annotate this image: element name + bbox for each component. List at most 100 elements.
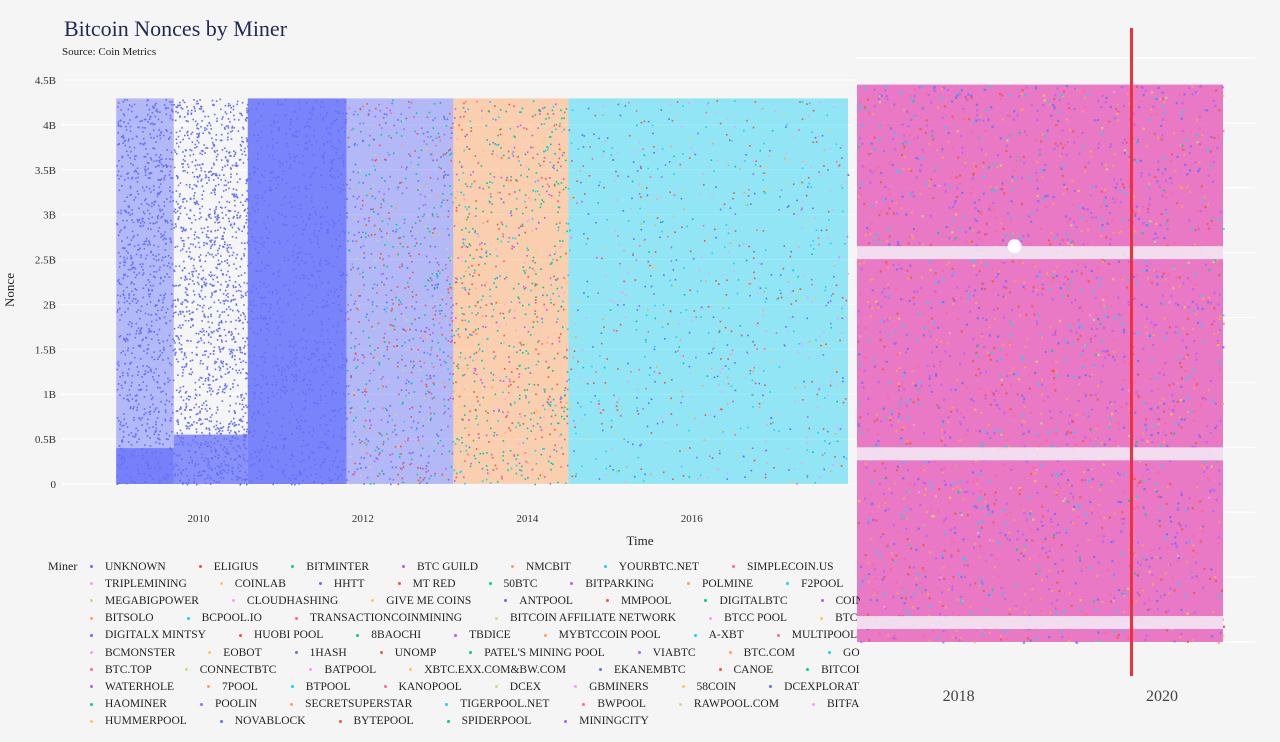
nonce-point: [232, 309, 234, 312]
nonce-point: [381, 220, 384, 223]
nonce-point: [242, 322, 244, 324]
nonce-point: [451, 320, 454, 322]
nonce-point: [404, 187, 407, 190]
nonce-point: [409, 396, 412, 399]
nonce-point: [253, 240, 256, 243]
nonce-point: [425, 465, 428, 467]
nonce-point: [432, 119, 434, 122]
nonce-point: [164, 419, 167, 422]
nonce-point: [263, 176, 265, 179]
nonce-point: [213, 350, 215, 352]
nonce-point: [265, 382, 268, 385]
nonce-point: [256, 168, 259, 170]
nonce-point: [268, 204, 271, 206]
nonce-point: [377, 447, 380, 450]
nonce-point: [135, 177, 137, 180]
nonce-point: [221, 430, 224, 432]
nonce-point: [559, 118, 562, 121]
nonce-point: [203, 244, 205, 247]
nonce-point: [343, 364, 346, 367]
nonce-point: [126, 257, 128, 260]
nonce-point: [212, 375, 214, 378]
nonce-point: [215, 100, 218, 102]
nonce-point: [547, 398, 550, 401]
nonce-point: [481, 117, 483, 119]
nonce-point: [427, 469, 430, 472]
nonce-point: [393, 124, 396, 127]
nonce-point: [478, 461, 481, 464]
nonce-point: [299, 471, 301, 474]
nonce-point: [431, 326, 434, 328]
nonce-point: [320, 174, 322, 176]
nonce-point: [437, 216, 439, 218]
nonce-point: [425, 183, 428, 185]
nonce-point: [325, 359, 327, 362]
nonce-point: [190, 133, 193, 135]
nonce-point: [357, 220, 360, 223]
nonce-point: [400, 468, 403, 471]
nonce-point: [244, 315, 246, 318]
nonce-point: [252, 318, 254, 320]
nonce-point: [207, 356, 210, 358]
nonce-point: [217, 252, 219, 255]
nonce-point: [147, 279, 150, 281]
nonce-point: [504, 398, 507, 400]
nonce-point: [153, 351, 155, 353]
nonce-point: [556, 259, 558, 262]
nonce-point: [163, 346, 165, 349]
nonce-point: [307, 358, 309, 360]
nonce-point: [244, 200, 247, 203]
nonce-point: [239, 178, 241, 180]
nonce-point: [189, 326, 192, 328]
nonce-point: [178, 342, 181, 344]
nonce-point: [189, 217, 191, 220]
nonce-point: [202, 362, 204, 365]
nonce-point: [253, 354, 256, 357]
nonce-point: [390, 460, 392, 463]
nonce-point: [203, 330, 205, 332]
nonce-point: [199, 337, 202, 340]
nonce-point: [553, 448, 555, 451]
nonce-point: [410, 382, 413, 385]
nonce-point: [215, 329, 218, 331]
nonce-point: [164, 409, 167, 412]
nonce-point: [232, 105, 235, 108]
nonce-point: [216, 249, 219, 252]
nonce-point: [169, 170, 172, 173]
nonce-point: [355, 240, 358, 243]
nonce-point: [419, 188, 421, 190]
nonce-point: [210, 217, 212, 219]
nonce-point: [184, 160, 186, 162]
nonce-point: [432, 127, 434, 129]
nonce-point: [470, 130, 473, 133]
nonce-point: [184, 287, 187, 289]
nonce-point: [358, 343, 361, 345]
nonce-point: [170, 419, 172, 422]
nonce-point: [416, 133, 419, 135]
nonce-point: [177, 423, 180, 426]
nonce-point: [135, 332, 137, 335]
nonce-point: [163, 234, 165, 236]
nonce-point: [168, 362, 171, 365]
nonce-point: [144, 118, 147, 121]
nonce-point: [295, 477, 298, 480]
nonce-point: [336, 256, 338, 258]
nonce-point: [302, 347, 304, 350]
nonce-point: [566, 371, 569, 373]
nonce-point: [250, 235, 253, 238]
nonce-point: [394, 429, 396, 431]
nonce-point: [420, 149, 423, 152]
nonce-point: [487, 423, 490, 426]
nonce-point: [122, 374, 124, 377]
nonce-point: [458, 336, 461, 338]
nonce-point: [557, 422, 559, 425]
nonce-point: [559, 240, 561, 242]
nonce-point: [268, 291, 271, 293]
nonce-point: [164, 220, 167, 223]
nonce-point: [337, 187, 339, 189]
nonce-point: [235, 286, 237, 288]
nonce-point: [412, 337, 415, 340]
nonce-point: [154, 115, 157, 118]
nonce-point: [148, 173, 151, 175]
